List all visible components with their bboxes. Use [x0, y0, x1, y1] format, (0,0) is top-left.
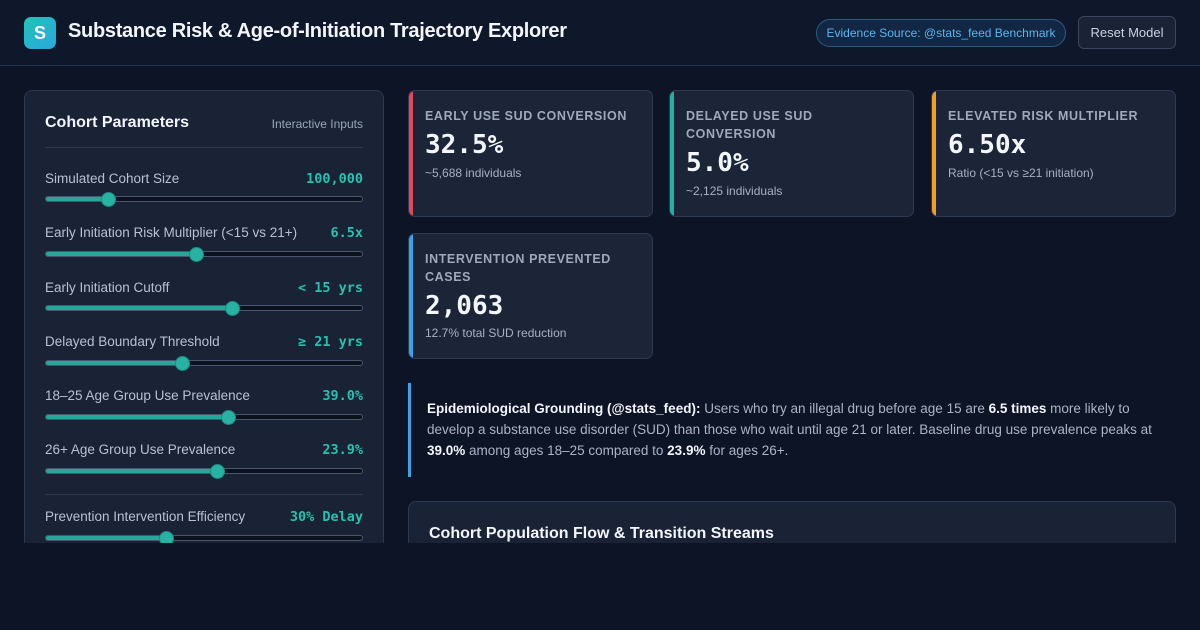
param-value-initiation-cutoff: < 15 yrs: [297, 280, 363, 296]
param-label-delayed-threshold: Delayed Boundary Threshold: [45, 334, 220, 349]
param-value-delayed-threshold: ≥ 21 yrs: [297, 334, 363, 350]
evidence-text: among ages 18–25 compared to: [465, 443, 668, 458]
evidence-callout: Epidemiological Grounding (@stats_feed):…: [408, 383, 1176, 477]
flow-panel-title: Cohort Population Flow & Transition Stre…: [429, 525, 774, 542]
slider-thumb[interactable]: [189, 247, 205, 262]
slider-fill: [46, 361, 182, 365]
app-title: Substance Risk & Age-of-Initiation Traje…: [68, 20, 567, 42]
cohort-parameters-panel: Cohort Parameters Interactive Inputs Sim…: [24, 90, 384, 560]
card-note: ~2,125 individuals: [686, 184, 783, 198]
param-value-prevalence-18-25: 39.0%: [322, 388, 363, 404]
card-label: Early Use SUD Conversion: [425, 109, 627, 123]
param-value-prevalence-26-plus: 23.9%: [322, 442, 363, 458]
app-logo: S: [24, 17, 56, 49]
slider-prevalence-18-25[interactable]: [45, 410, 363, 425]
param-value-risk-multiplier: 6.5x: [330, 225, 363, 241]
param-label-prevalence-26-plus: 26+ Age Group Use Prevalence: [45, 442, 236, 457]
page-bottom-area: [0, 543, 1200, 630]
param-label-cohort-size: Simulated Cohort Size: [45, 171, 180, 186]
evidence-lead: Epidemiological Grounding (@stats_feed):: [427, 401, 701, 416]
slider-fill: [46, 306, 233, 310]
card-value: 32.5%: [425, 130, 504, 160]
card-value: 2,063: [425, 291, 504, 321]
panel-divider: [45, 494, 363, 495]
card-label: Elevated Risk Multiplier: [948, 109, 1139, 123]
card-label: Delayed Use SUD Conversion: [686, 109, 813, 141]
evidence-source-badge: Evidence Source: @stats_feed Benchmark: [816, 19, 1066, 47]
slider-thumb[interactable]: [225, 301, 241, 316]
slider-intervention-efficiency[interactable]: [45, 531, 363, 546]
slider-fill: [46, 197, 108, 201]
reset-model-button[interactable]: Reset Model: [1078, 16, 1176, 49]
panel-title: Cohort Parameters: [45, 114, 190, 131]
card-accent-bar: [932, 91, 936, 216]
card-note: ~5,688 individuals: [425, 166, 522, 180]
metric-card-risk-multiplier: Elevated Risk Multiplier 6.50x Ratio (<1…: [931, 90, 1176, 217]
slider-delayed-threshold[interactable]: [45, 356, 363, 371]
slider-thumb[interactable]: [220, 410, 236, 425]
param-value-cohort-size: 100,000: [306, 171, 363, 187]
slider-thumb[interactable]: [174, 356, 190, 371]
evidence-highlight: 39.0%: [427, 443, 466, 458]
slider-fill: [46, 252, 197, 256]
app-header: S Substance Risk & Age-of-Initiation Tra…: [0, 0, 1200, 66]
slider-cohort-size[interactable]: [45, 192, 363, 207]
evidence-text: for ages 26+.: [705, 443, 789, 458]
panel-subtitle: Interactive Inputs: [271, 117, 363, 131]
card-accent-bar: [409, 234, 413, 358]
param-label-risk-multiplier: Early Initiation Risk Multiplier (<15 vs…: [45, 225, 298, 240]
slider-fill: [46, 415, 228, 419]
evidence-highlight: 6.5 times: [988, 401, 1047, 416]
evidence-text: Users who try an illegal drug before age…: [700, 401, 989, 416]
slider-thumb[interactable]: [209, 464, 225, 479]
slider-initiation-cutoff[interactable]: [45, 301, 363, 316]
evidence-highlight: 23.9%: [667, 443, 706, 458]
slider-prevalence-26-plus[interactable]: [45, 464, 363, 479]
metric-card-early-sud: Early Use SUD Conversion 32.5% ~5,688 in…: [408, 90, 653, 217]
evidence-text: more likely to develop a substance use d…: [427, 401, 1152, 437]
card-accent-bar: [670, 91, 674, 216]
card-value: 6.50x: [948, 130, 1027, 160]
slider-risk-multiplier[interactable]: [45, 247, 363, 262]
panel-divider: [45, 147, 363, 148]
param-label-initiation-cutoff: Early Initiation Cutoff: [45, 280, 170, 295]
card-value: 5.0%: [686, 148, 749, 178]
card-note: Ratio (<15 vs ≥21 initiation): [948, 166, 1094, 180]
metric-card-delayed-sud: Delayed Use SUD Conversion 5.0% ~2,125 i…: [669, 90, 914, 217]
param-value-intervention-efficiency: 30% Delay: [289, 509, 363, 525]
slider-fill: [46, 536, 167, 540]
slider-fill: [46, 469, 217, 473]
card-accent-bar: [409, 91, 413, 216]
slider-thumb[interactable]: [100, 192, 116, 207]
metric-card-prevented-cases: Intervention Prevented Cases 2,063 12.7%…: [408, 233, 653, 359]
param-label-intervention-efficiency: Prevention Intervention Efficiency: [45, 509, 246, 524]
card-label: Intervention Prevented Cases: [425, 252, 611, 284]
card-note: 12.7% total SUD reduction: [425, 326, 567, 340]
param-label-prevalence-18-25: 18–25 Age Group Use Prevalence: [45, 388, 250, 403]
